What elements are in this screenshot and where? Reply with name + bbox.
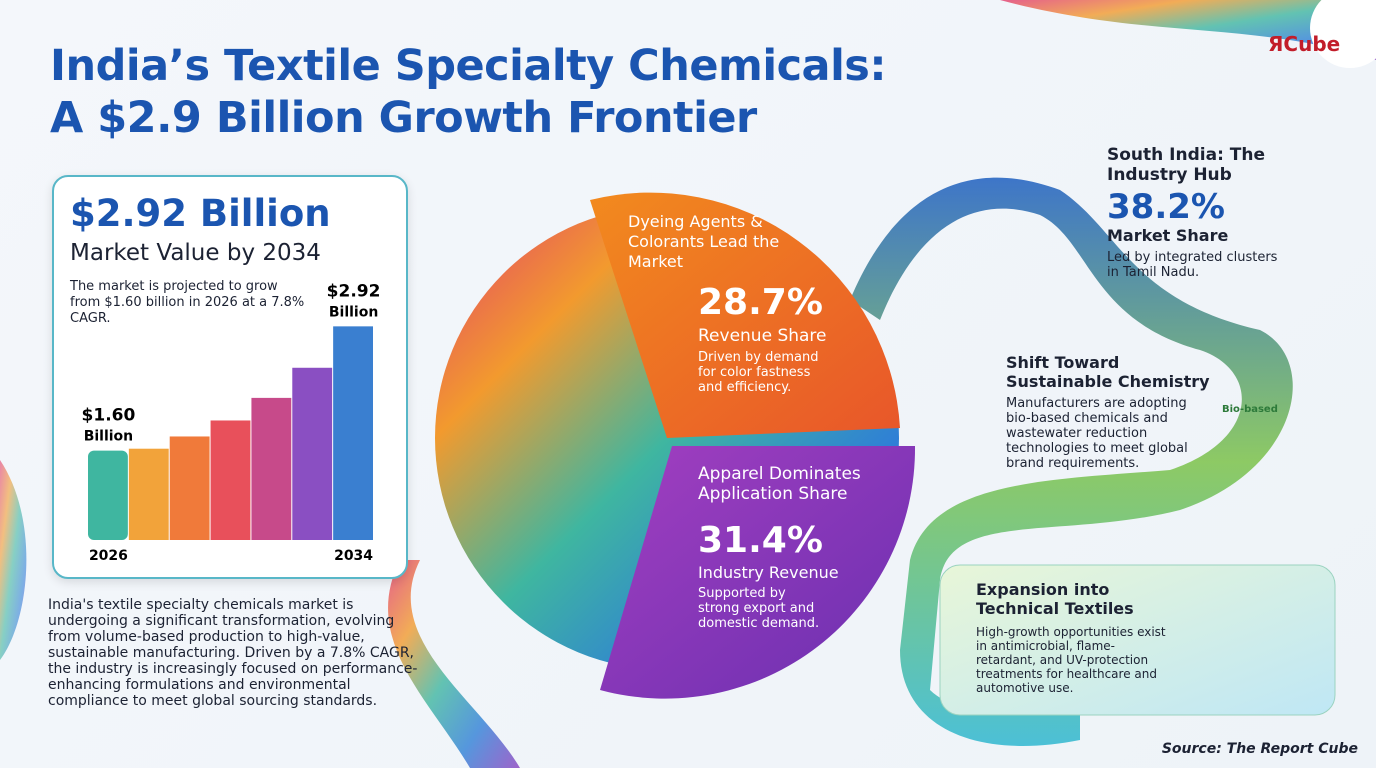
x-tick-label: 2034 (334, 548, 373, 564)
logo: ЯCube (1268, 32, 1341, 56)
subhead: Market Value by 2034 (70, 240, 321, 266)
value-label: $1.60 Billion (82, 406, 136, 445)
highlight-title: Shift Toward Sustainable Chemistry (1006, 353, 1210, 391)
title-line: India’s Textile Specialty Chemicals: (50, 41, 887, 91)
source: Source: The Report Cube (1161, 741, 1358, 757)
segment-note: Driven by demand for color fastness and … (698, 350, 819, 395)
highlight-metric: Market Share (1107, 226, 1229, 245)
segment-title: Dyeing Agents & Colorants Lead the Marke… (628, 212, 780, 271)
bar (292, 367, 333, 540)
highlight-note: High-growth opportunities exist in antim… (976, 625, 1166, 695)
summary: India's textile specialty chemicals mark… (48, 597, 418, 709)
segment-note: Supported by strong export and domestic … (698, 586, 820, 631)
bar (333, 326, 373, 540)
badge: Bio-based (1222, 404, 1278, 415)
x-tick-label: 2026 (89, 548, 128, 564)
segment-value: 28.7% (698, 282, 823, 323)
title-line: A $2.9 Billion Growth Frontier (50, 93, 757, 143)
bar (210, 420, 251, 540)
segment-metric: Revenue Share (698, 326, 827, 346)
bar (251, 397, 292, 540)
highlight-value: 38.2% (1107, 187, 1225, 227)
segment-value: 31.4% (698, 520, 823, 561)
highlight-note: Manufacturers are adopting bio-based che… (1006, 396, 1188, 471)
bar (88, 450, 128, 540)
note: The market is projected to grow from $1.… (70, 279, 305, 326)
title: India’s Textile Specialty Chemicals: A $… (50, 40, 887, 144)
bar (169, 436, 210, 540)
value-label: $2.92 Billion (327, 281, 381, 320)
segment-metric: Industry Revenue (698, 563, 839, 582)
highlight-title: Expansion into Technical Textiles (976, 580, 1134, 618)
highlight-note: Led by integrated clusters in Tamil Nadu… (1107, 250, 1278, 280)
headline: $2.92 Billion (70, 192, 331, 235)
highlight-title: South India: The Industry Hub (1107, 145, 1266, 185)
bar (128, 448, 169, 540)
segment-title: Apparel Dominates Application Share (698, 464, 861, 504)
